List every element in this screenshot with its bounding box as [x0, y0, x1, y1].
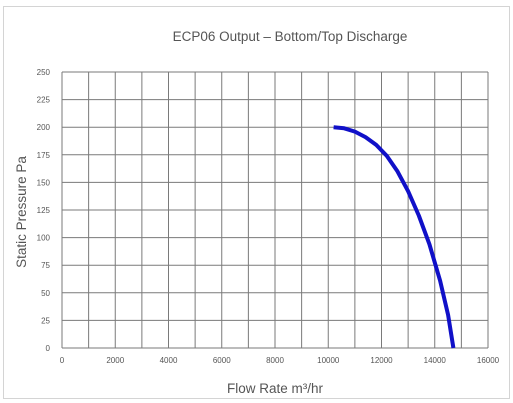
y-tick-labels: 0 25 50 75 100 125 150 175 200 225 250: [37, 68, 51, 353]
grid: [61, 71, 489, 349]
x-tick-label: 10000: [317, 356, 340, 365]
chart-title: ECP06 Output – Bottom/Top Discharge: [173, 29, 408, 44]
x-tick-label: 12000: [370, 356, 393, 365]
y-tick-label: 225: [37, 96, 51, 105]
y-tick-label: 150: [37, 178, 51, 187]
fan-curve-line: [333, 125, 456, 349]
x-axis-label: Flow Rate m³/hr: [227, 381, 324, 396]
x-tick-label: 4000: [160, 356, 178, 365]
y-tick-label: 25: [41, 316, 50, 325]
y-tick-label: 0: [46, 344, 51, 353]
y-tick-label: 125: [37, 206, 51, 215]
x-tick-label: 2000: [106, 356, 124, 365]
x-tick-label: 14000: [424, 356, 447, 365]
x-tick-label: 16000: [477, 356, 500, 365]
x-tick-label: 6000: [213, 356, 231, 365]
y-axis-label: Static Pressure Pa: [14, 156, 29, 268]
x-tick-labels: 0 2000 4000 6000 8000 10000 12000 14000 16000: [60, 356, 500, 365]
y-tick-label: 200: [37, 123, 51, 132]
series-layer: [333, 125, 456, 349]
y-tick-label: 75: [41, 261, 50, 270]
x-tick-label: 0: [60, 356, 65, 365]
y-tick-label: 100: [37, 234, 51, 243]
y-tick-label: 250: [37, 68, 51, 77]
x-tick-label: 8000: [266, 356, 284, 365]
y-tick-label: 50: [41, 289, 50, 298]
y-tick-label: 175: [37, 151, 51, 160]
